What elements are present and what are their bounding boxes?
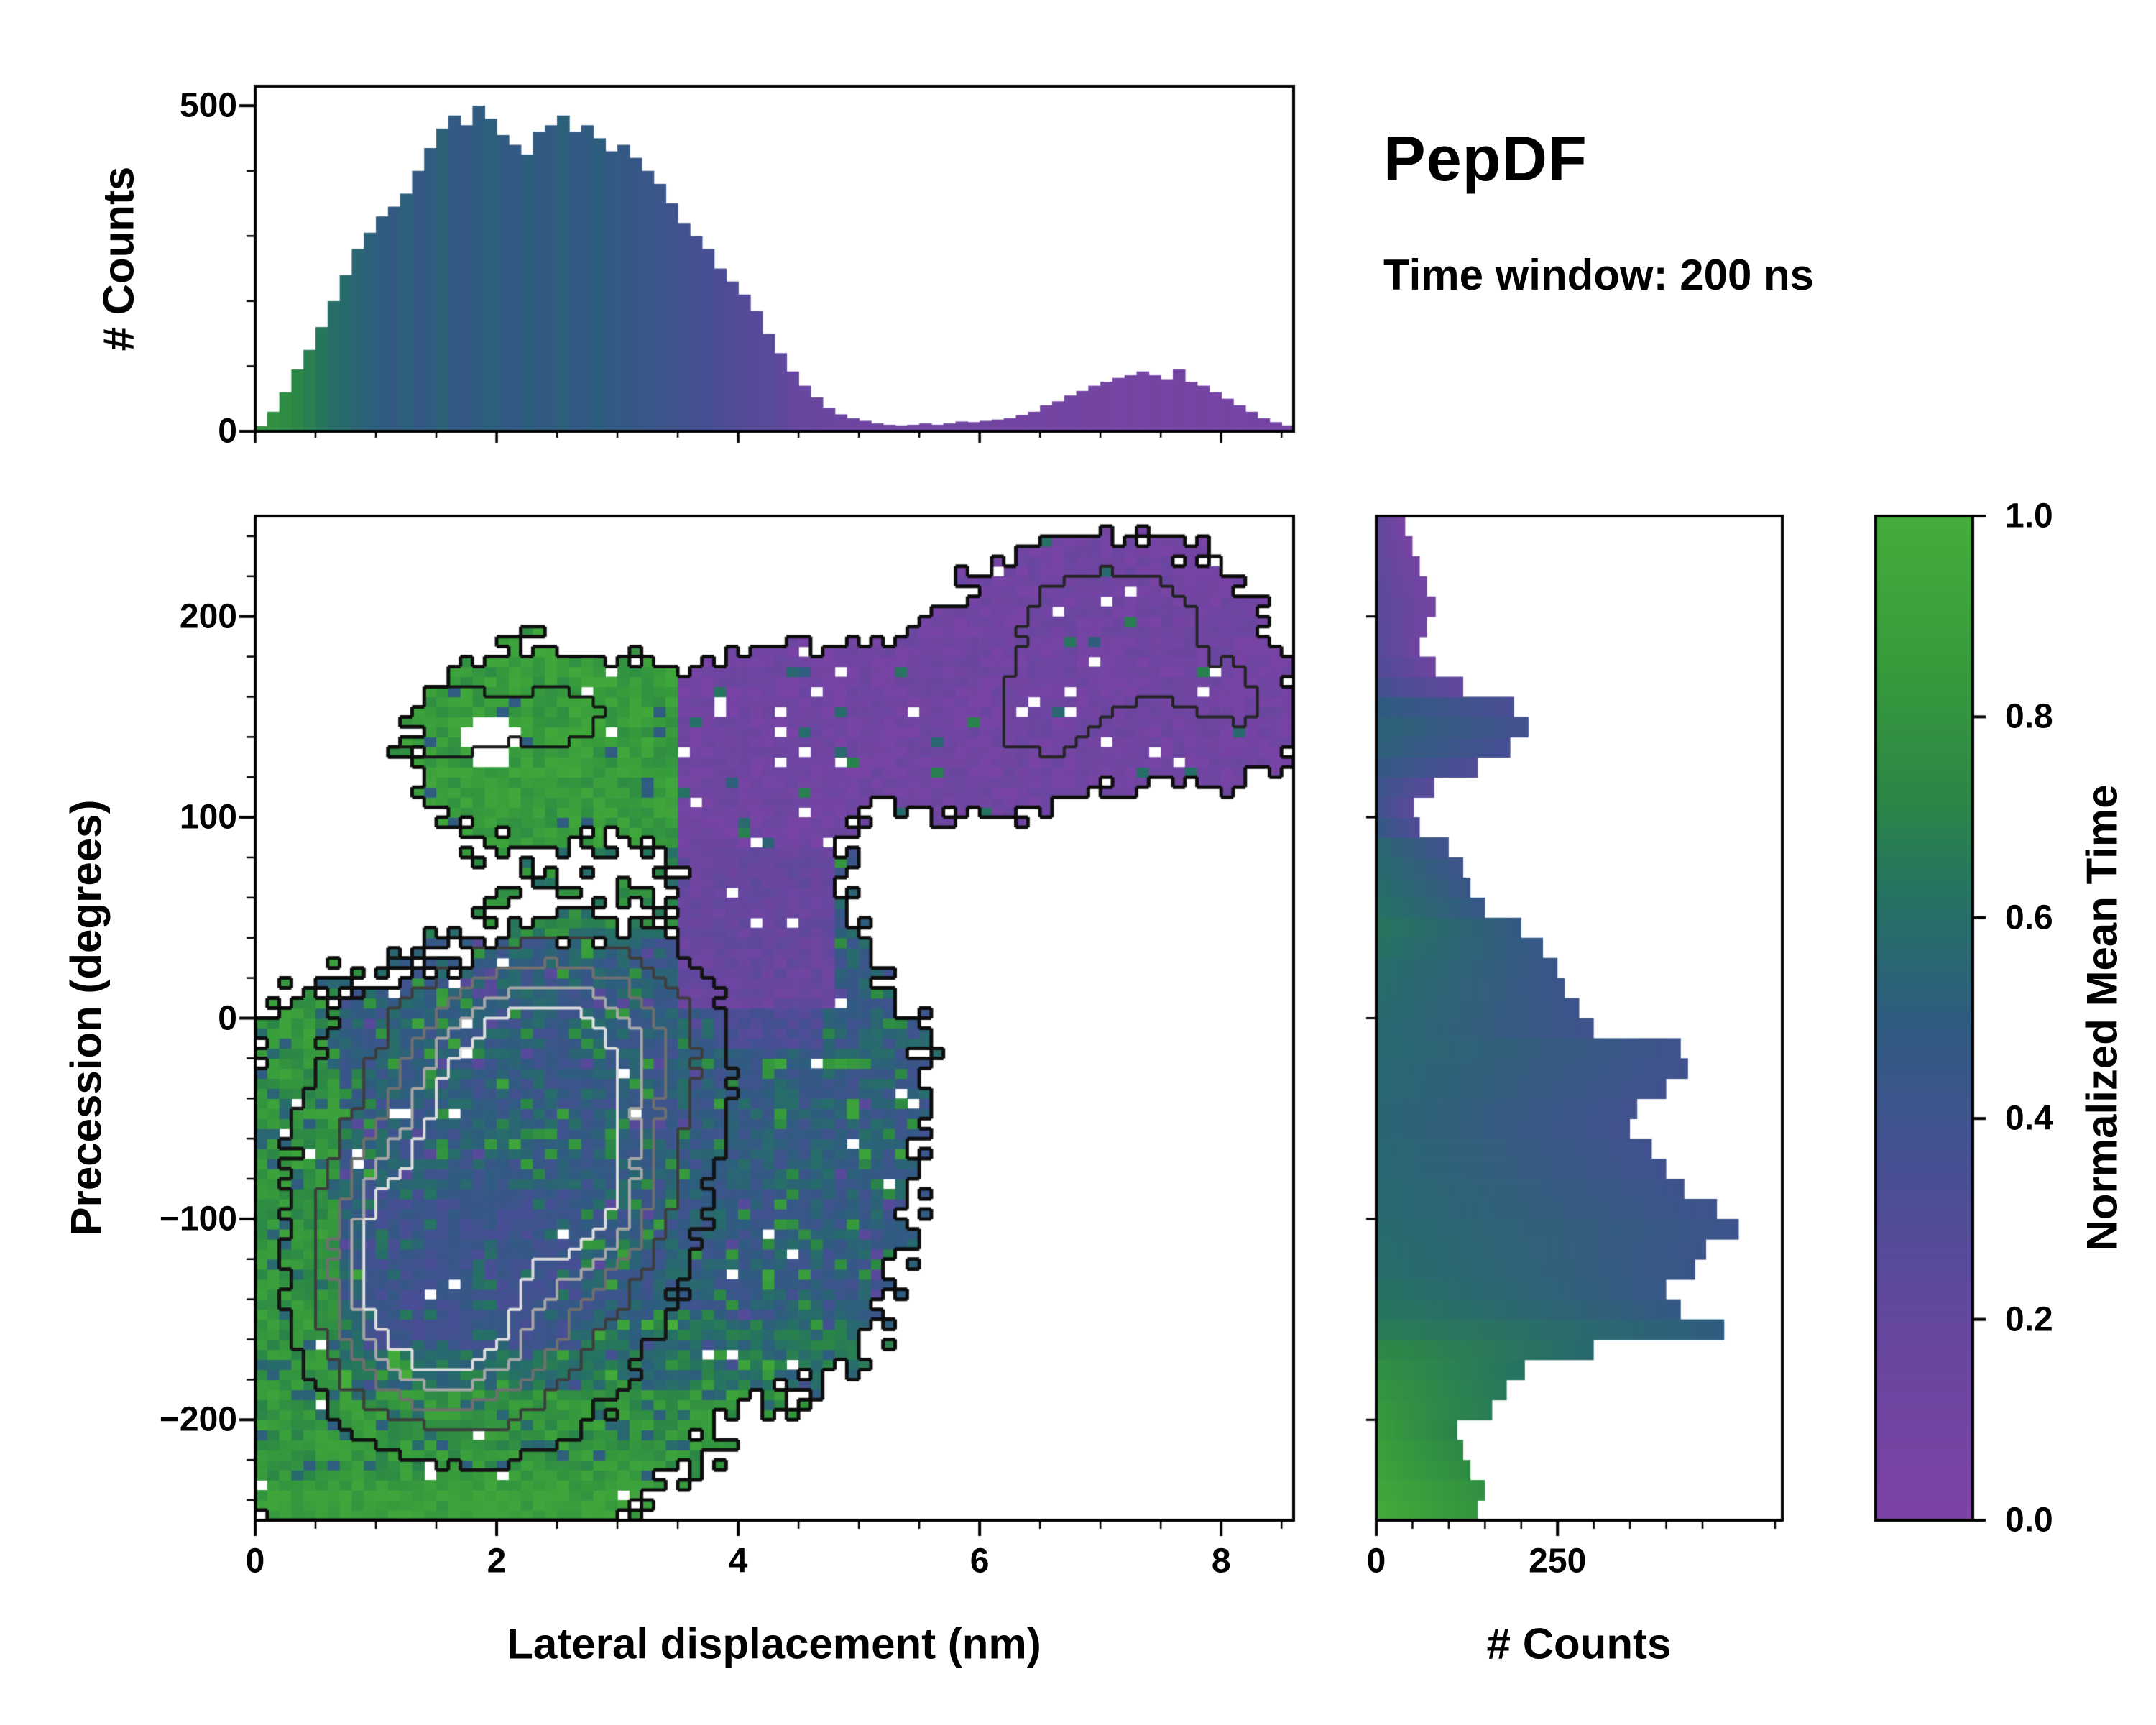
main-y-tick-label: 0 [218,999,237,1037]
colorbar-tick-label: 0.2 [2005,1300,2053,1339]
main-y-axis-label: Precession (degrees) [62,799,111,1236]
main-y-tick-label: 200 [179,597,237,636]
main-x-tick-label: 4 [728,1542,748,1581]
main-x-tick-label: 6 [969,1542,990,1581]
top-hist-y-tick-label: 500 [179,86,237,125]
right-hist-x-axis-label: # Counts [1486,1619,1672,1668]
colorbar-tick-label: 0.6 [2005,898,2053,937]
right-hist-x-tick-label: 250 [1529,1542,1587,1581]
top-hist-y-tick-label: 0 [218,412,237,451]
figure-subtitle: Time window: 200 ns [1383,251,1815,299]
main-y-tick-label: 100 [179,798,237,837]
colorbar-tick-label: 0.8 [2005,697,2053,736]
colorbar-label: Normalized Mean Time [2078,784,2127,1251]
figure-title: PepDF [1383,123,1588,194]
colorbar-tick-label: 0.0 [2005,1501,2053,1540]
main-y-tick-label: −200 [159,1400,237,1439]
main-x-tick-label: 8 [1211,1542,1231,1581]
main-x-tick-label: 2 [487,1542,507,1581]
top-hist-y-axis-label: # Counts [94,166,143,351]
main-x-tick-label: 0 [245,1542,265,1581]
right-hist-x-tick-label: 0 [1366,1542,1386,1581]
colorbar-tick-label: 1.0 [2005,497,2053,535]
main-x-axis-label: Lateral displacement (nm) [507,1619,1041,1668]
main-y-tick-label: −100 [159,1200,237,1238]
colorbar-tick-label: 0.4 [2005,1099,2053,1138]
